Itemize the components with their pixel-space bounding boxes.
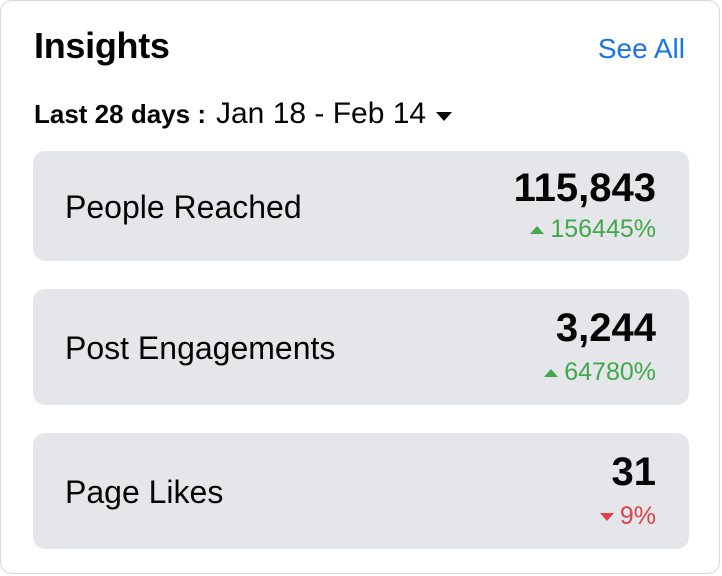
metric-post-engagements[interactable]: Post Engagements 3,244 64780%: [33, 289, 689, 405]
trend-up-icon: [530, 225, 545, 234]
caret-down-icon: [436, 111, 453, 121]
insights-title: Insights: [34, 25, 170, 66]
metric-label: Page Likes: [65, 474, 224, 510]
metric-delta: 156445%: [530, 215, 656, 244]
metric-delta: 64780%: [544, 358, 656, 387]
metric-value: 115,843: [513, 166, 656, 210]
metric-value: 31: [611, 450, 657, 494]
metric-label: People Reached: [65, 189, 302, 225]
metric-label: Post Engagements: [65, 330, 336, 366]
metric-value: 3,244: [555, 306, 656, 350]
metric-page-likes[interactable]: Page Likes 31 9%: [33, 433, 689, 549]
date-range-selector[interactable]: Last 28 days : Jan 18 - Feb 14: [34, 97, 453, 131]
metric-people-reached[interactable]: People Reached 115,843 156445%: [33, 151, 689, 261]
see-all-link[interactable]: See All: [597, 33, 685, 64]
metric-delta-value: 9%: [619, 502, 656, 530]
metric-delta: 9%: [599, 502, 656, 531]
metric-delta-value: 156445%: [550, 215, 656, 243]
trend-up-icon: [544, 368, 559, 377]
date-range-label: Last 28 days :: [34, 98, 206, 129]
trend-down-icon: [599, 512, 614, 521]
date-range-value: Jan 18 - Feb 14: [215, 97, 427, 130]
metric-delta-value: 64780%: [564, 358, 656, 386]
